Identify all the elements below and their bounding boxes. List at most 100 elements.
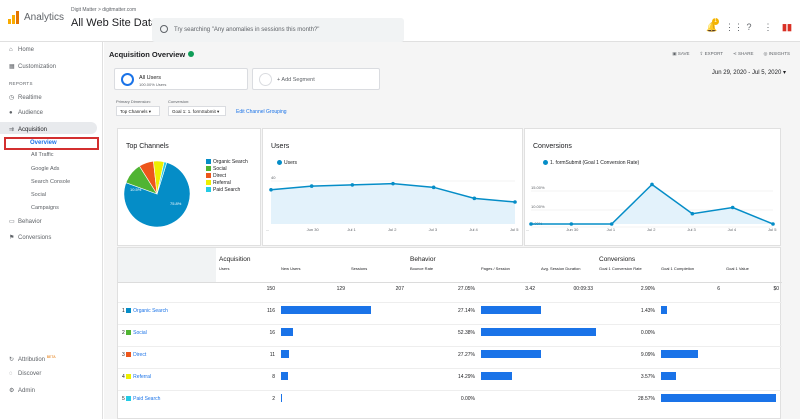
sidebar-item-discover[interactable]: ◌ Discover <box>9 371 41 377</box>
sidebar-item-customization[interactable]: ▦ Customization <box>9 63 56 70</box>
x-tick-label: Jul 2 <box>647 227 656 232</box>
primary-dimension-select[interactable]: Top Channels ▾ <box>116 106 160 116</box>
data-point[interactable] <box>431 185 436 190</box>
edit-channel-grouping-link[interactable]: Edit Channel Grouping <box>236 109 287 115</box>
channel-swatch <box>126 330 132 336</box>
column-header[interactable]: Goal 1 Completion <box>661 266 695 271</box>
users-value: 2 <box>272 396 275 402</box>
insights-button[interactable]: ◎ INSIGHTS <box>763 51 790 56</box>
table-row-label[interactable]: 3 Direct <box>122 352 146 358</box>
date-range-picker[interactable]: Jun 29, 2020 - Jul 5, 2020 ▾ <box>712 69 786 76</box>
data-point[interactable] <box>690 211 695 216</box>
data-point[interactable] <box>472 196 477 201</box>
data-point[interactable] <box>730 205 735 210</box>
total-value: 27.05% <box>458 286 475 292</box>
column-header[interactable]: Goal 1 Conversion Rate <box>599 266 642 271</box>
column-header[interactable]: Sessions <box>351 266 368 271</box>
row-index: 5 <box>122 396 127 402</box>
row-divider <box>118 390 782 391</box>
bounce-rate-value: 52.38% <box>458 330 475 336</box>
sidebar-label: Attribution <box>18 357 46 363</box>
sidebar-label: Conversions <box>18 235 52 241</box>
save-button[interactable]: ▣ SAVE <box>672 51 690 56</box>
export-button[interactable]: ⇪ EXPORT <box>699 51 723 56</box>
sidebar-item-overview[interactable]: Overview <box>4 137 99 150</box>
share-button[interactable]: ⋖ SHARE <box>733 51 754 56</box>
sidebar-item-acquisition[interactable]: ⇉ Acquisition <box>9 126 47 133</box>
data-point[interactable] <box>650 182 654 187</box>
data-point[interactable] <box>513 200 517 204</box>
segment-all-users[interactable]: All Users 100.00% Users <box>114 68 248 90</box>
column-header[interactable]: Avg. Session Duration <box>541 266 581 271</box>
group-header-behavior: Behavior <box>410 256 436 263</box>
verified-check-icon <box>188 51 195 57</box>
users-value: 116 <box>267 308 275 314</box>
channel-swatch <box>126 396 132 402</box>
notifications-bell-icon[interactable]: 🔔 1 <box>706 18 719 32</box>
data-point[interactable] <box>269 187 273 192</box>
account-breadcrumb[interactable]: Digit Matter > digitmatter.com <box>71 7 137 13</box>
channel-link[interactable]: Paid Search <box>133 396 161 402</box>
x-tick-label: Jun 30 <box>307 227 320 232</box>
analytics-logo-icon[interactable] <box>8 11 20 24</box>
sidebar-label: Admin <box>18 388 36 394</box>
data-point[interactable] <box>391 181 395 186</box>
data-point[interactable] <box>609 222 614 226</box>
sidebar-item-conversions[interactable]: ⚑ Conversions <box>9 234 51 241</box>
column-header[interactable]: Bounce Rate <box>410 266 434 271</box>
data-point[interactable] <box>350 183 355 187</box>
sidebar-item-home[interactable]: ⌂ Home <box>9 47 34 53</box>
sidebar-item-all-traffic[interactable]: All Traffic <box>31 152 54 158</box>
table-row-label[interactable]: 5 Paid Search <box>122 396 160 402</box>
more-vert-icon[interactable]: ⋮ <box>763 22 773 32</box>
segment-subtext: 100.00% Users <box>139 82 167 87</box>
x-tick-label: Jun 30 <box>566 227 579 232</box>
legend-item: Organic Search <box>206 159 248 165</box>
sidebar-item-social[interactable]: Social <box>31 192 46 198</box>
bounce-rate-value: 14.29% <box>458 374 475 380</box>
sidebar-item-audience[interactable]: ● Audience <box>9 110 43 116</box>
channel-link[interactable]: Social <box>133 330 147 336</box>
search-input[interactable]: Try searching "Any anomalies in sessions… <box>152 18 404 42</box>
channel-link[interactable]: Organic Search <box>133 308 168 314</box>
column-header[interactable]: Goal 1 Value <box>726 266 749 271</box>
sidebar-item-attribution[interactable]: ↻ Attribution BETA <box>9 355 56 363</box>
legend-swatch <box>277 160 282 166</box>
x-tick-label: Jul 4 <box>469 227 478 232</box>
help-icon[interactable]: ? <box>746 22 752 32</box>
account-avatar-icon[interactable]: ▮▮ <box>782 22 792 32</box>
primary-dimension-label: Primary Dimension: <box>116 99 151 104</box>
column-header[interactable]: Pages / Session <box>481 266 510 271</box>
sidebar-item-admin[interactable]: ⚙ Admin <box>9 387 35 394</box>
channel-link[interactable]: Direct <box>133 352 147 358</box>
column-header[interactable]: New Users <box>281 266 301 271</box>
users-series-name: Users <box>284 160 298 166</box>
sidebar-item-behavior[interactable]: ▭ Behavior <box>9 218 42 225</box>
add-segment-label: + Add Segment <box>277 77 315 83</box>
group-header-acquisition: Acquisition <box>219 256 251 263</box>
data-point[interactable] <box>309 184 314 188</box>
add-segment-circle-icon <box>259 73 272 86</box>
pie-slice-0[interactable] <box>123 162 191 228</box>
table-row-label[interactable]: 2 Social <box>122 330 147 336</box>
pie-slice-4[interactable] <box>156 161 168 195</box>
data-point[interactable] <box>771 222 775 226</box>
channel-link[interactable]: Referral <box>133 374 151 380</box>
data-point[interactable] <box>529 222 533 226</box>
table-row-label[interactable]: 4 Referral <box>122 374 151 380</box>
add-segment-button[interactable]: + Add Segment <box>252 68 380 90</box>
chevron-down-icon: ▾ <box>782 70 786 76</box>
new-users-bar <box>281 306 371 314</box>
data-point[interactable] <box>569 222 574 226</box>
legend-label: Referral <box>213 180 231 186</box>
apps-grid-icon[interactable]: ⋮⋮ <box>725 22 743 32</box>
sidebar-item-realtime[interactable]: ◷ Realtime <box>9 94 42 101</box>
total-value: 129 <box>336 286 345 292</box>
sidebar-item-campaigns[interactable]: Campaigns <box>31 205 59 211</box>
conversion-select[interactable]: Goal 1: 1. formSubmit ▾ <box>168 106 226 116</box>
sidebar-item-google-ads[interactable]: Google Ads <box>31 166 60 172</box>
sidebar-item-search-console[interactable]: Search Console <box>31 179 71 185</box>
column-header[interactable]: Users <box>219 266 230 271</box>
table-row-label[interactable]: 1 Organic Search <box>122 308 168 314</box>
sidebar-label: Discover <box>18 371 42 377</box>
